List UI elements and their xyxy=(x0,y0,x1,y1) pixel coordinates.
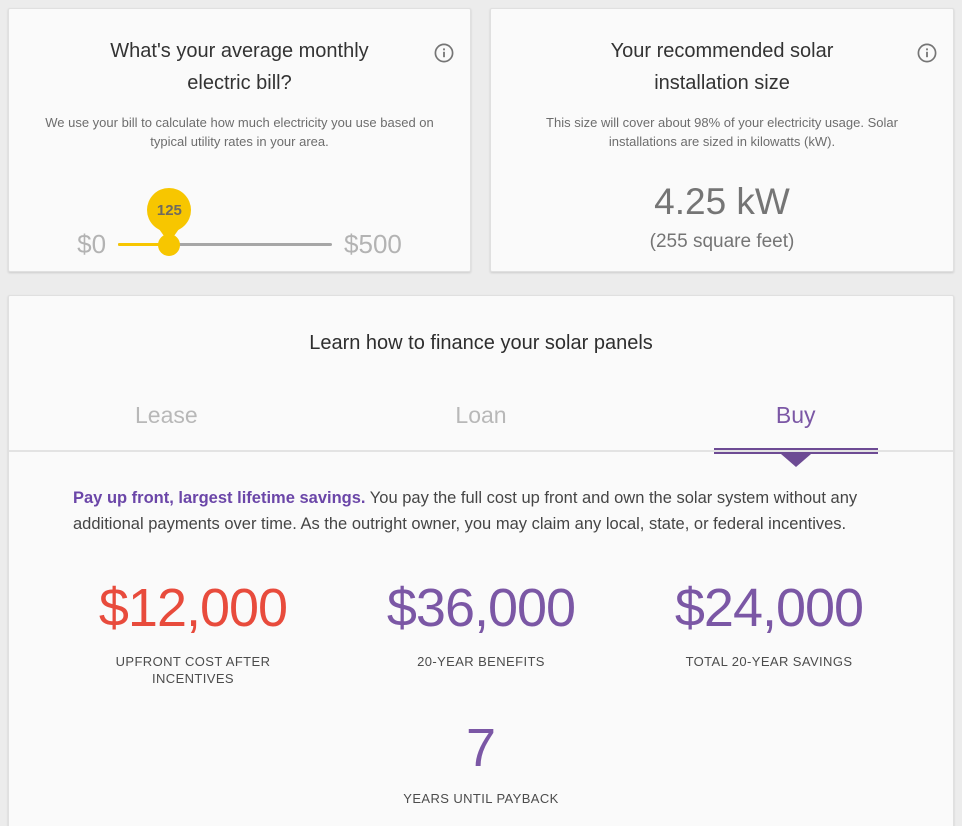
stat-value: $24,000 xyxy=(674,578,864,638)
buy-description-lead: Pay up front, largest lifetime savings. xyxy=(73,489,366,507)
top-cards-row: What's your average monthly electric bil… xyxy=(8,8,954,272)
bill-card-description: We use your bill to calculate how much e… xyxy=(45,115,434,149)
bill-card-title: What's your average monthly electric bil… xyxy=(110,40,369,94)
tab-loan[interactable]: Loan xyxy=(324,402,639,450)
finance-card-title: Learn how to finance your solar panels xyxy=(309,332,653,354)
recommended-size-sqft: (255 square feet) xyxy=(649,231,795,252)
finance-card: Learn how to finance your solar panels L… xyxy=(8,295,954,826)
stat-20yr-savings: $24,000 TOTAL 20-YEAR SAVINGS xyxy=(625,577,913,687)
slider-value: 125 xyxy=(156,201,182,219)
stat-label: TOTAL 20-YEAR SAVINGS xyxy=(685,654,853,669)
size-card-description: This size will cover about 98% of your e… xyxy=(546,115,898,149)
slider-track[interactable]: 125 xyxy=(118,188,333,256)
slider-thumb[interactable] xyxy=(158,233,181,256)
recommended-size-kw: 4.25 kW xyxy=(654,181,790,222)
payback-label: YEARS UNTIL PAYBACK xyxy=(403,791,559,806)
slider-fill xyxy=(118,243,170,246)
slider-value-balloon[interactable]: 125 xyxy=(147,188,192,243)
stat-label: UPFRONT COST AFTER INCENTIVES xyxy=(115,654,271,686)
tab-divider-line xyxy=(9,450,953,452)
size-card-title: Your recommended solar installation size xyxy=(610,40,834,94)
slider-max-label: $500 xyxy=(344,229,402,259)
stat-value: $12,000 xyxy=(98,578,288,638)
tab-lease[interactable]: Lease xyxy=(9,402,324,450)
finance-stats-row: $12,000 UPFRONT COST AFTER INCENTIVES $3… xyxy=(9,577,953,687)
installation-size-card: Your recommended solar installation size… xyxy=(490,8,954,272)
bill-slider: $0 125 $500 xyxy=(33,188,446,260)
payback-value: 7 xyxy=(465,718,497,778)
tab-buy[interactable]: Buy xyxy=(638,402,953,467)
size-info-button[interactable] xyxy=(916,42,938,64)
stat-value: $36,000 xyxy=(386,578,576,638)
buy-description-rest: You pay the full cost up front and own t… xyxy=(73,489,858,533)
info-icon xyxy=(916,42,938,64)
bill-info-button[interactable] xyxy=(433,42,455,64)
info-icon xyxy=(433,42,455,64)
buy-description: Pay up front, largest lifetime savings. … xyxy=(73,485,889,537)
finance-tabs: Lease Loan Buy xyxy=(9,402,953,467)
payback-stat: 7 YEARS UNTIL PAYBACK xyxy=(9,717,953,806)
slider-min-label: $0 xyxy=(77,229,107,259)
stat-20yr-benefits: $36,000 20-YEAR BENEFITS xyxy=(337,577,625,687)
stat-label: 20-YEAR BENEFITS xyxy=(417,654,545,669)
stat-upfront-cost: $12,000 UPFRONT COST AFTER INCENTIVES xyxy=(49,577,337,687)
electric-bill-card: What's your average monthly electric bil… xyxy=(8,8,471,272)
